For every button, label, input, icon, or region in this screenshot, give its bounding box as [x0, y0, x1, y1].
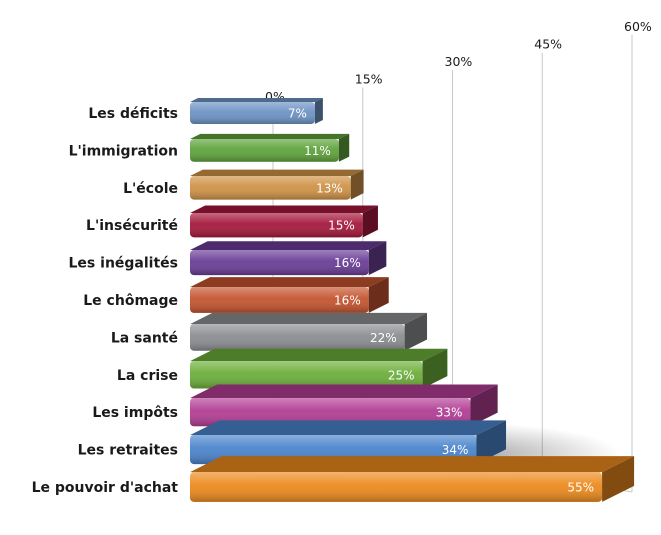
category-labels: Les déficits L'immigration L'école L'insécu…: [32, 106, 179, 496]
category-label: Le pouvoir d'achat: [32, 480, 179, 496]
bar-end-cap: [422, 348, 448, 389]
bar-end-cap: [350, 169, 364, 200]
bar-end-cap: [362, 205, 378, 238]
bar-highlight: [190, 176, 351, 200]
data-label: 33%: [436, 406, 463, 420]
bar-highlight: [190, 287, 369, 313]
bar-end-cap: [476, 420, 507, 465]
bar-top-face: [190, 312, 428, 325]
data-label: 22%: [370, 331, 397, 345]
tick-label: 15%: [355, 72, 383, 87]
bar: 22%: [190, 312, 428, 351]
bar: 16%: [190, 277, 389, 313]
tick-label: 60%: [624, 19, 652, 34]
category-label: L'insécurité: [86, 218, 178, 234]
bar-end-cap: [338, 133, 350, 162]
data-label: 25%: [388, 368, 415, 382]
bar: 13%: [190, 169, 364, 200]
bar-highlight: [190, 472, 603, 502]
bar-highlight: [190, 361, 423, 389]
bar-top-face: [190, 384, 498, 399]
data-label: 11%: [304, 144, 331, 158]
data-label: 13%: [316, 181, 343, 195]
data-label: 15%: [328, 219, 355, 233]
bar-highlight: [190, 398, 471, 427]
bar-top-face: [190, 98, 323, 102]
bar-top-face: [190, 205, 378, 214]
data-label: 55%: [567, 481, 594, 495]
category-label: Les déficits: [88, 106, 178, 122]
bar-highlight: [190, 102, 315, 124]
category-label: La santé: [111, 330, 178, 346]
category-label: L'école: [123, 181, 178, 197]
category-label: Les inégalités: [69, 256, 178, 272]
tick-label: 45%: [534, 37, 562, 52]
bar-top-face: [190, 169, 364, 177]
bar: 7%: [190, 98, 323, 124]
bar-top-face: [190, 348, 448, 362]
data-label: 7%: [288, 107, 307, 121]
bar-end-cap: [368, 241, 387, 276]
bar-highlight: [190, 324, 405, 351]
category-label: Le chômage: [83, 293, 178, 309]
bar-end-cap: [368, 277, 389, 313]
bar: 15%: [190, 205, 378, 238]
bar: 55%: [190, 456, 635, 502]
category-label: Les retraites: [78, 443, 178, 459]
bar-highlight: [190, 139, 339, 162]
category-label: Les impôts: [92, 405, 178, 421]
category-label: La crise: [117, 368, 178, 384]
data-label: 16%: [334, 256, 361, 270]
bar-top-face: [190, 133, 350, 140]
bar-end-cap: [470, 384, 498, 427]
category-label: L'immigration: [69, 143, 178, 159]
bar-top-face: [190, 241, 387, 251]
bar-highlight: [190, 250, 369, 276]
tick-label: 30%: [445, 54, 473, 69]
data-label: 34%: [442, 443, 469, 457]
bar: 11%: [190, 133, 350, 162]
bar-highlight: [190, 213, 363, 238]
bar: 16%: [190, 241, 387, 276]
bar-end-cap: [404, 312, 428, 351]
bar-end-cap: [314, 98, 323, 124]
bar: 25%: [190, 348, 448, 389]
bar-end-cap: [602, 456, 635, 502]
data-label: 16%: [334, 294, 361, 308]
bars: 7% 11% 13% 15% 16% 16% 22% 25% 33% 34% 55%: [190, 98, 635, 502]
bar-top-face: [190, 420, 507, 436]
bar-top-face: [190, 277, 389, 288]
bar: 33%: [190, 384, 498, 427]
bar-top-face: [190, 456, 635, 473]
